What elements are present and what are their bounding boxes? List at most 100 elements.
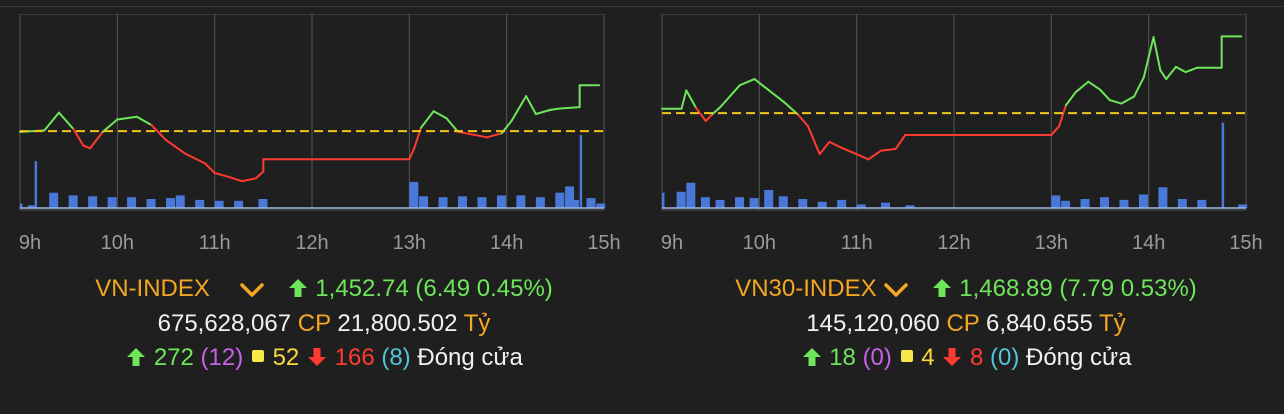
volume-value: 145,120,060 [806,310,940,337]
price-line-segment [471,133,489,139]
volume-bar [458,196,467,208]
volume-bar [88,196,98,208]
chevron-down-icon[interactable] [239,275,265,302]
price-line-segment [1174,65,1187,74]
volume-bar [20,203,23,208]
market-status: Đóng cửa [417,344,523,371]
volume-bar [735,197,744,208]
price-line-segment [549,107,562,111]
price-line-segment [213,171,231,179]
cp-label: CP [946,310,980,337]
price-line-segment [1120,95,1136,105]
volume-bar [749,198,759,208]
price-line-segment [420,110,435,129]
volume-bar [438,197,448,208]
price-line-segment [457,130,474,136]
price-line-segment [1064,91,1077,107]
vn30-index-panel: 9h 10h 11h 12h 13h 14h 15h VN30-INDEX 1,468.89… [660,14,1272,404]
price-line-segment [1159,69,1168,81]
trading-volume-row: 145,120,060 CP 6,840.655 Tỷ [660,310,1272,338]
price-line-segment [240,177,257,183]
arrow-up-icon [287,275,309,302]
price-line-segment [82,144,92,150]
volume-bar [700,197,710,208]
cp-label: CP [297,310,331,337]
price-line-segment [1133,76,1145,98]
volume-bar [1158,187,1168,208]
price-line-segment [695,106,707,122]
volume-bar [798,199,808,208]
price-line-segment [135,115,153,126]
price-line-segment [57,111,75,131]
decliners-count: 8 [969,344,984,371]
volume-bar [662,192,665,208]
volume-bar [715,199,725,208]
price-line-segment [228,176,243,183]
price-line-segment [855,153,870,161]
price-line-segment [768,89,785,103]
volume-bar [676,191,686,208]
price-line-segment [408,147,416,161]
price-line-segment [89,130,104,150]
volume-bar [1221,122,1225,208]
price-line-segment [445,117,459,133]
price-line-segment [116,115,138,121]
volume-bar [817,201,827,208]
x-tick-label: 12h [295,232,328,254]
volume-bar [234,200,244,208]
unchanged-count: 4 [921,344,935,371]
index-name: VN30-INDEX [735,275,877,302]
volume-bar [881,202,890,208]
advancers-count: 18 [829,344,856,371]
arrow-up-icon [931,275,953,302]
price-line-segment [101,118,119,133]
floor-count: (0) [989,344,1020,371]
x-tick-label: 13h [393,232,426,254]
volume-bar [837,199,847,208]
price-line-segment [685,89,698,109]
price-line-segment [43,111,60,132]
price-line-segment [867,149,882,161]
x-tick-label: 11h [841,232,873,254]
volume-bar [516,195,526,208]
price-line-segment [559,106,581,110]
volume-bar [1051,195,1061,208]
price-line-segment [680,89,688,110]
price-line-segment [738,78,756,87]
x-tick-label: 11h [199,232,231,254]
x-tick-label: 14h [490,232,523,254]
volume-bar [1177,199,1187,208]
price-line-segment [1108,99,1123,105]
unit-label: Tỷ [1099,310,1126,337]
amount-value: 6,840.655 [986,310,1093,337]
index-change: (7.79 0.53%) [1059,275,1197,302]
price-line-segment [1165,65,1177,81]
price-line-segment [72,128,85,147]
volume-bar [1080,199,1090,208]
volume-bar [107,197,117,208]
price-line-segment [1142,36,1155,79]
breadth-row: 18 (0) 4 8 (0) Đóng cửa [660,344,1272,372]
price-line-segment [807,125,821,156]
price-line-segment [841,147,858,156]
volume-bar [596,203,606,208]
index-value: 1,468.89 [959,275,1053,302]
volume-bar [535,197,545,208]
x-tick-label: 10h [743,232,776,254]
top-divider [0,6,1284,7]
volume-bar [586,198,596,208]
trading-volume-row: 675,628,067 CP 21,800.502 Tỷ [18,310,630,338]
volume-bar [496,195,506,208]
vn30-index-chart: 9h 10h 11h 12h 13h 14h 15h [661,14,1263,254]
unit-label: Tỷ [463,310,491,337]
volume-bar [1100,197,1109,208]
ceiling-count: (0) [862,344,892,371]
price-line-segment [880,147,897,152]
arrow-down-icon [941,344,963,371]
breadth-row: 272 (12) 52 166 (8) Đóng cửa [18,344,630,372]
price-line-segment [534,108,552,115]
volume-bar [27,205,37,208]
chevron-down-icon[interactable] [883,275,909,302]
volume-bar [565,186,575,208]
price-line-segment [1152,36,1162,72]
